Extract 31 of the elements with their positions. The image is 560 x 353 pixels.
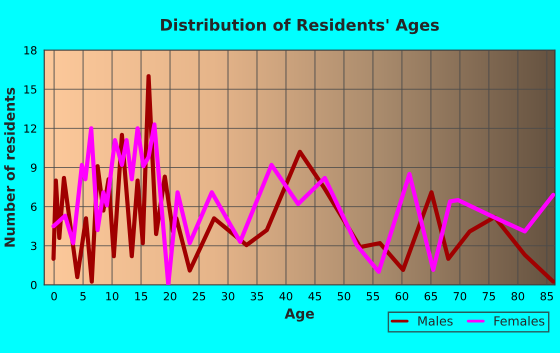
x-tick-label: 0: [51, 292, 57, 300]
x-tick-label: 60: [396, 292, 408, 300]
x-axis-title: Age: [284, 308, 314, 322]
x-tick-label: 50: [338, 292, 350, 300]
y-tick-label: 3: [31, 242, 36, 250]
x-tick-label: 70: [454, 292, 466, 300]
y-tick-label: 18: [24, 46, 37, 55]
x-tick-label: 15: [135, 292, 148, 300]
x-tick-label: 75: [482, 292, 495, 300]
x-tick-label: 55: [366, 292, 380, 300]
x-tick-label: 35: [250, 292, 264, 300]
x-tick-label: 65: [424, 292, 437, 300]
x-tick-label: 30: [222, 292, 234, 300]
x-tick-label: 85: [540, 292, 553, 300]
x-tick-label: 20: [164, 292, 176, 300]
x-tick-label: 45: [308, 292, 322, 300]
x-tick-label: 40: [279, 292, 292, 300]
y-axis-title: Number of residents: [4, 88, 15, 247]
y-tick-label: 0: [30, 280, 37, 290]
legend-label: Males: [418, 316, 453, 326]
y-tick-label: 15: [24, 85, 36, 94]
y-tick-label: 6: [31, 202, 37, 211]
x-tick-label: 10: [106, 292, 118, 300]
chart-title: Distribution of Residents' Ages: [161, 18, 439, 34]
y-tick-label: 9: [30, 163, 37, 172]
x-tick-label: 5: [80, 292, 86, 300]
x-tick-label: 25: [192, 292, 206, 300]
y-tick-label: 12: [24, 124, 36, 133]
legend-label: Females: [494, 316, 544, 326]
line-series: [51, 122, 555, 285]
x-tick-label: 80: [512, 292, 524, 300]
